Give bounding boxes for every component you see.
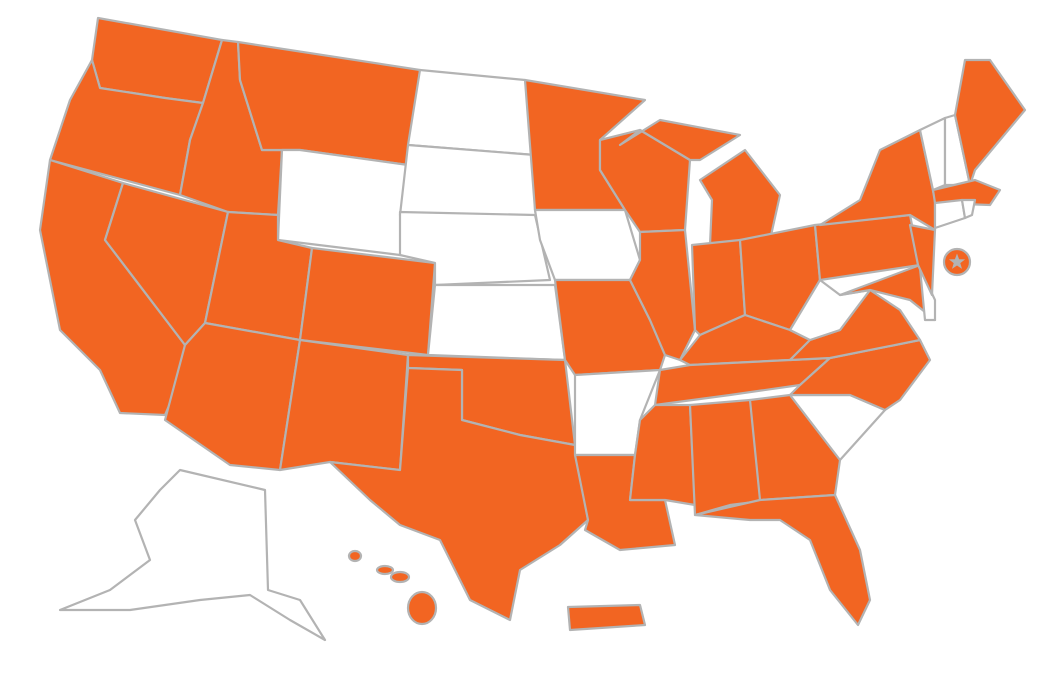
state-ct [933,198,967,230]
state-ma [931,178,1002,207]
state-mi [698,148,782,247]
state-ia [533,208,642,282]
state-nd [406,68,537,157]
state-ny [818,128,937,232]
state-ms [628,403,697,507]
state-pr [566,603,647,632]
state-nj [908,223,937,297]
state-ak [58,468,327,642]
state-hi [406,590,438,626]
state-tx [328,366,590,622]
state-az [163,321,302,472]
state-ga [748,393,842,502]
state-ri [960,198,977,220]
state-nm [278,338,410,472]
state-wy [276,148,410,257]
state-il [628,228,697,362]
state-hi [375,564,395,576]
state-mi [618,118,742,162]
state-hi [389,570,411,584]
state-hi [347,549,363,563]
state-mt [236,40,422,167]
state-fl [693,493,872,627]
state-co [298,246,437,357]
state-md [838,263,937,322]
star-icon [948,253,966,269]
state-me [953,58,1027,187]
state-ks [426,283,567,362]
